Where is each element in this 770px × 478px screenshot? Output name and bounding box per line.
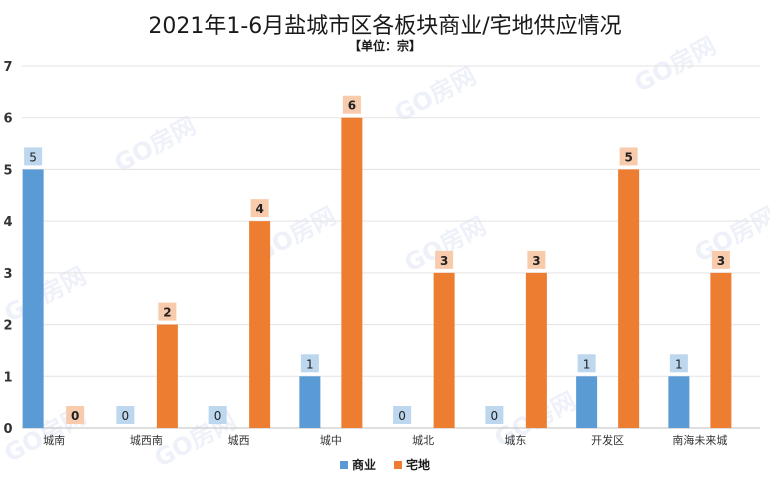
legend-label-residential: 宅地: [406, 458, 431, 472]
data-label-box: [208, 406, 227, 424]
data-label-box: [250, 199, 269, 218]
bar: [22, 169, 44, 428]
data-label-box: [66, 406, 85, 424]
legend-item-commercial: 商业: [339, 456, 376, 473]
data-label-box: [435, 250, 454, 269]
legend-label-commercial: 商业: [351, 458, 376, 472]
data-label-box: [158, 302, 177, 321]
data-label: 0: [398, 409, 406, 423]
x-tick-label: 开发区: [591, 433, 624, 447]
bar: [710, 272, 732, 428]
data-label: 3: [532, 254, 540, 268]
data-label: 0: [71, 409, 79, 423]
x-tick-label: 城北: [412, 434, 434, 447]
data-label-box: [711, 250, 730, 269]
y-tick-label: 1: [3, 370, 12, 385]
legend-swatch-residential: [394, 460, 402, 469]
bar: [618, 169, 640, 428]
data-label-box: [619, 147, 638, 166]
data-label-box: [485, 406, 504, 424]
legend: 商业 宅地: [0, 456, 770, 473]
x-tick-label: 南海未来城: [672, 433, 727, 447]
data-label: 0: [491, 409, 499, 423]
bar: [156, 324, 178, 428]
data-label: 1: [306, 357, 314, 371]
x-tick-label: 城西南: [130, 434, 163, 447]
data-label: 0: [122, 409, 130, 423]
x-tick-label: 城西: [228, 434, 250, 447]
bar: [433, 272, 455, 428]
x-tick-label: 城南: [43, 434, 65, 447]
data-label: 4: [255, 202, 263, 216]
data-label-box: [300, 354, 319, 373]
data-label-box: [342, 95, 361, 114]
x-tick-label: 城中: [320, 434, 342, 447]
y-tick-label: 3: [3, 267, 12, 282]
y-tick-label: 0: [3, 422, 12, 437]
y-tick-label: 2: [3, 319, 12, 334]
legend-item-residential: 宅地: [394, 456, 430, 473]
chart-subtitle: 【单位：宗】: [348, 39, 421, 53]
y-tick-label: 7: [3, 60, 12, 75]
data-label-box: [669, 354, 688, 373]
data-label-box: [393, 406, 412, 424]
y-tick-label: 6: [3, 112, 12, 127]
data-label: 0: [214, 409, 222, 423]
legend-swatch-commercial: [339, 460, 348, 469]
data-label: 5: [29, 150, 37, 164]
data-label: 5: [624, 150, 632, 164]
data-label-box: [116, 406, 135, 424]
data-label-box: [24, 147, 43, 166]
bar: [576, 376, 598, 428]
y-tick-label: 4: [3, 215, 12, 230]
y-tick-label: 5: [3, 163, 12, 178]
data-label-box: [577, 354, 596, 373]
bar: [668, 376, 690, 428]
bar: [525, 272, 547, 428]
data-label-box: [527, 250, 546, 269]
data-label: 6: [348, 99, 356, 113]
data-label: 2: [163, 306, 171, 320]
chart-title: 2021年1-6月盐城市区各板块商业/宅地供应情况: [148, 14, 622, 39]
data-label: 3: [717, 254, 725, 268]
bar: [299, 376, 321, 428]
data-label: 1: [675, 357, 683, 371]
x-tick-label: 城东: [504, 434, 526, 447]
data-label: 3: [440, 254, 448, 268]
bar: [249, 221, 271, 428]
bar: [341, 117, 363, 428]
data-label: 1: [583, 357, 591, 371]
